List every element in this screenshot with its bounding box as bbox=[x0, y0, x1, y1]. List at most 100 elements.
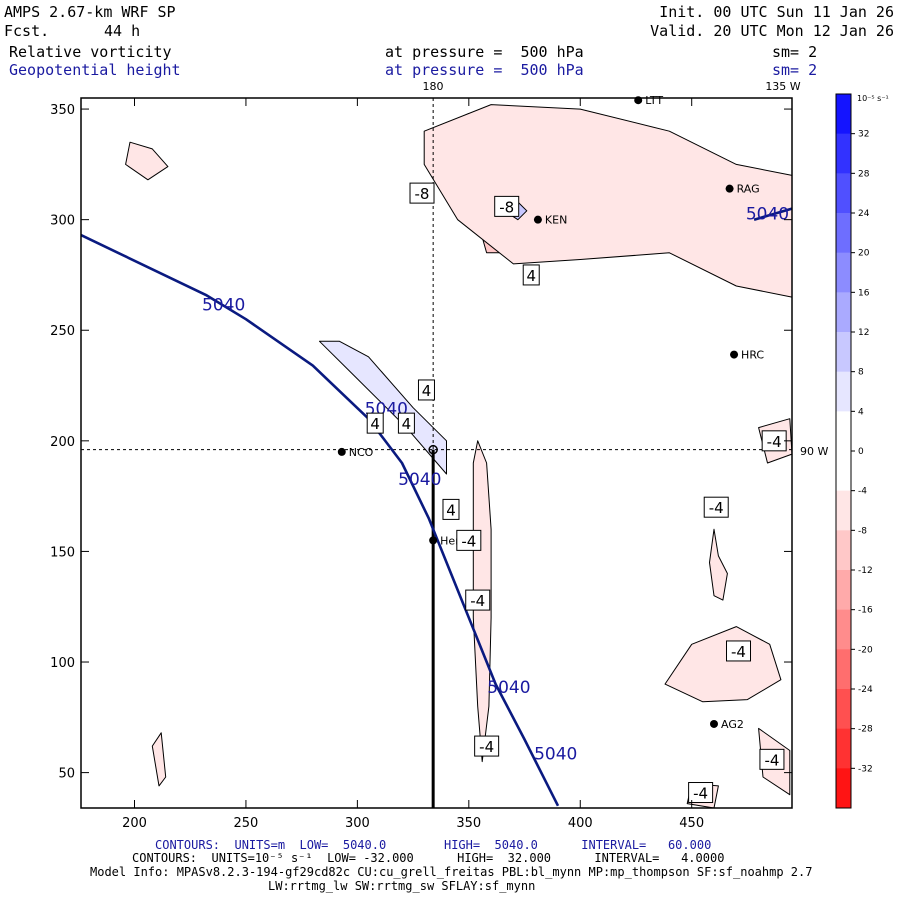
field-geopotential: Geopotential height bbox=[9, 61, 181, 79]
colorbar-tick-label: -24 bbox=[858, 685, 873, 695]
y-tick-label: 50 bbox=[58, 767, 75, 782]
height-contour-label: 5040 bbox=[398, 470, 441, 490]
x-tick-label: 450 bbox=[679, 816, 704, 831]
vorticity-label: 4 bbox=[402, 415, 412, 433]
crosshair-marker bbox=[428, 444, 438, 455]
station-marker-rag bbox=[725, 184, 734, 193]
vorticity-label: 4 bbox=[526, 267, 536, 285]
colorbar-segment bbox=[836, 768, 851, 809]
colorbar-segment bbox=[836, 252, 851, 293]
colorbar-tick-label: -4 bbox=[858, 487, 867, 497]
station-label-hrc: HRC bbox=[741, 349, 764, 362]
init-time: Init. 00 UTC Sun 11 Jan 26 bbox=[659, 3, 894, 21]
colorbar-segment bbox=[836, 530, 851, 571]
colorbar-tick-label: -16 bbox=[858, 606, 873, 616]
x-tick-label: 200 bbox=[122, 816, 147, 831]
pressure-geopotential: at pressure = 500 hPa bbox=[385, 61, 584, 79]
x-tick-label: 250 bbox=[234, 816, 259, 831]
vorticity-label: 4 bbox=[422, 382, 432, 400]
colorbar-tick-label: 24 bbox=[858, 209, 870, 219]
colorbar-segment bbox=[836, 133, 851, 174]
contours-vorticity-info: CONTOURS: UNITS=10⁻⁵ s⁻¹ LOW= -32.000 HI… bbox=[132, 851, 725, 865]
colorbar: 32 28 24 20 16 12 8 4 0 -4 -8 -12 -16 -20 -24 -28 -32 10⁻… bbox=[835, 93, 889, 809]
colorbar-tick-label: 16 bbox=[858, 288, 870, 298]
vorticity-label: -4 bbox=[470, 592, 485, 610]
y-tick-label: 150 bbox=[50, 545, 75, 560]
vorticity-label-box bbox=[465, 589, 491, 611]
colorbar-segment bbox=[836, 332, 851, 373]
colorbar-segment bbox=[836, 173, 851, 214]
station-label-rag: RAG bbox=[737, 183, 760, 196]
vorticity-regions bbox=[125, 104, 793, 809]
colorbar-tick-label: 0 bbox=[858, 447, 864, 457]
vorticity-region-4 bbox=[151, 732, 167, 787]
station-marker-henry bbox=[429, 536, 438, 545]
vorticity-label: -8 bbox=[499, 198, 514, 216]
y-tick-label: 250 bbox=[50, 324, 75, 339]
colorbar-segment bbox=[836, 94, 851, 135]
colorbar-tick-label: 8 bbox=[858, 368, 864, 378]
vorticity-label-box bbox=[688, 782, 714, 804]
colorbar-tick-label: 4 bbox=[858, 407, 864, 417]
vorticity-label: -4 bbox=[764, 751, 779, 769]
model-info-line2: LW:rrtmg_lw SW:rrtmg_sw SFLAY:sf_mynn bbox=[268, 879, 536, 893]
colorbar-tick-label: -32 bbox=[858, 764, 873, 774]
height-contour-0 bbox=[80, 233, 560, 807]
colorbar-segment bbox=[836, 490, 851, 531]
station-marker-ag2 bbox=[709, 719, 718, 728]
colorbar-unit-label: 10⁻⁵ s⁻¹ bbox=[857, 94, 889, 103]
station-marker-hrc bbox=[730, 350, 739, 359]
vorticity-label-box bbox=[759, 748, 785, 770]
colorbar-segment bbox=[836, 649, 851, 690]
colorbar-tick-label: 20 bbox=[858, 249, 870, 259]
plot-frame bbox=[80, 97, 793, 809]
vorticity-label: 4 bbox=[446, 501, 456, 519]
vorticity-labels: 44 44-4-4-4-4-4-4-4-44-8-8 bbox=[366, 182, 787, 804]
contours-height-info: CONTOURS: UNITS=m LOW= 5040.0 HIGH= 5040… bbox=[155, 838, 712, 852]
colorbar-segment bbox=[836, 570, 851, 611]
colorbar-segment bbox=[836, 451, 851, 492]
smoothing-vorticity: sm= 2 bbox=[772, 43, 818, 61]
vorticity-label: -4 bbox=[767, 433, 782, 451]
height-contour-label: 5040 bbox=[746, 205, 789, 225]
station-label-ag2: AG2 bbox=[721, 718, 744, 731]
vorticity-label-box bbox=[442, 498, 460, 520]
colorbar-segment bbox=[836, 728, 851, 769]
height-contour-label: 5040 bbox=[487, 678, 530, 698]
vorticity-label-box bbox=[397, 412, 415, 434]
colorbar-segment bbox=[836, 689, 851, 730]
vorticity-label-box bbox=[366, 412, 384, 434]
forecast-value: 44 h bbox=[104, 22, 141, 40]
vorticity-label-box bbox=[522, 264, 540, 286]
vorticity-region-7 bbox=[125, 141, 169, 181]
y-tick-label: 200 bbox=[50, 435, 75, 450]
valid-time: Valid. 20 UTC Mon 12 Jan 26 bbox=[650, 22, 894, 40]
height-contour-1 bbox=[753, 207, 793, 221]
vorticity-region-1 bbox=[664, 626, 782, 703]
colorbar-tick-label: -8 bbox=[858, 526, 867, 536]
forecast-label: Fcst. bbox=[4, 22, 50, 40]
lon-right-label: 90 W bbox=[800, 445, 828, 458]
vorticity-label-box bbox=[494, 195, 520, 217]
lon-top-label: 180 bbox=[423, 80, 444, 93]
colorbar-segment bbox=[836, 371, 851, 412]
lon-top-right-label: 135 W bbox=[765, 80, 800, 93]
colorbar-segment bbox=[836, 609, 851, 650]
station-marker-ken bbox=[533, 215, 542, 224]
crosshair-lines bbox=[81, 98, 792, 808]
vorticity-label: -4 bbox=[709, 499, 724, 517]
station-marker-nco bbox=[337, 447, 346, 456]
vorticity-label: -4 bbox=[731, 643, 746, 661]
vorticity-label-box bbox=[474, 735, 500, 757]
y-tick-label: 100 bbox=[50, 656, 75, 671]
vorticity-label-box bbox=[726, 640, 752, 662]
vorticity-label-box bbox=[417, 379, 435, 401]
station-label-nco: NCO bbox=[349, 446, 374, 459]
plot-axes: 200 250 300 350 400 450 50 100 150 200 250 300 350 bbox=[50, 97, 793, 831]
colorbar-tick-label: 12 bbox=[858, 328, 869, 338]
height-contour-label: 5040 bbox=[534, 744, 577, 764]
station-label-ken: KEN bbox=[545, 214, 567, 227]
colorbar-segment bbox=[836, 213, 851, 254]
colorbar-tick-label: -12 bbox=[858, 566, 873, 576]
